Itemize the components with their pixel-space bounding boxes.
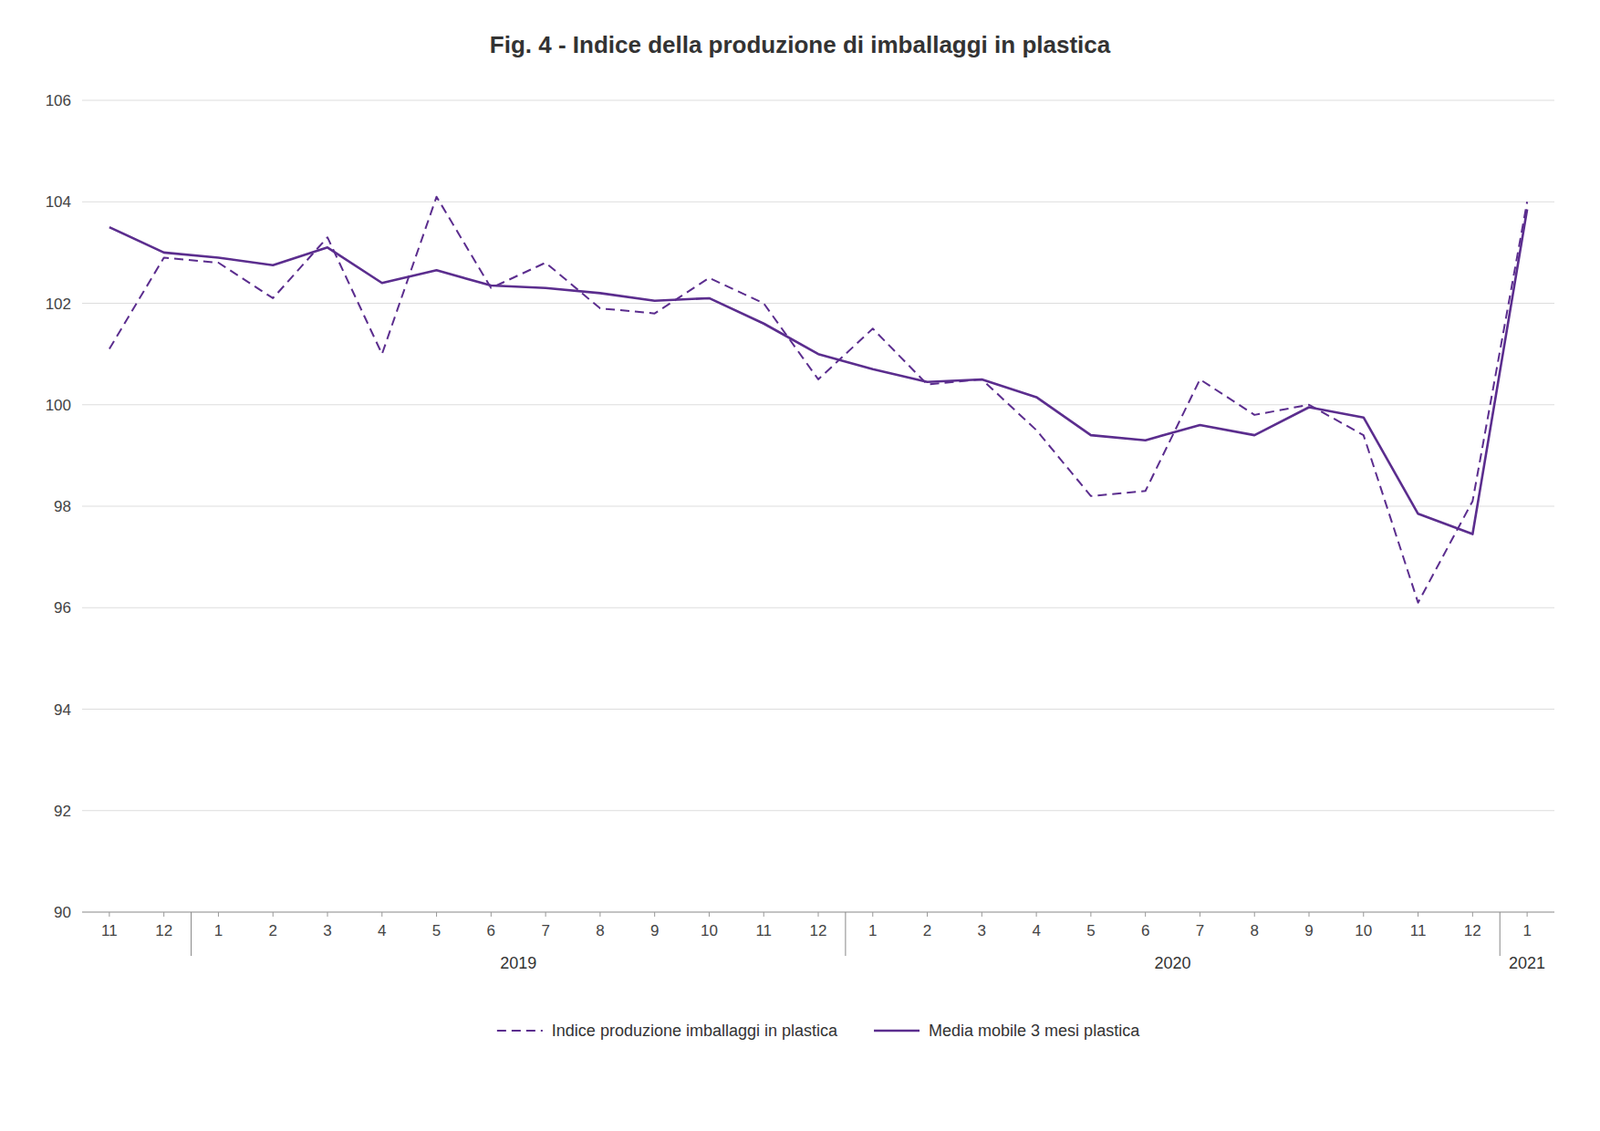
- grid-line: [82, 708, 1555, 710]
- legend-label: Indice produzione imballaggi in plastica: [551, 1021, 839, 1040]
- x-tick-label: 5: [1086, 922, 1095, 940]
- grid-line: [82, 607, 1555, 609]
- x-tick-label: 8: [1249, 922, 1258, 940]
- x-tick: [108, 912, 110, 917]
- legend: Indice produzione imballaggi in plastica…: [497, 1021, 1141, 1040]
- x-tick-label: 10: [1354, 922, 1372, 940]
- legend-item: Media mobile 3 mesi plastica: [873, 1021, 1141, 1040]
- x-tick-label: 1: [214, 922, 223, 940]
- y-tick-label: 104: [45, 193, 72, 211]
- year-label: 2019: [499, 954, 537, 973]
- x-tick: [272, 912, 274, 917]
- x-tick-label: 12: [810, 922, 828, 940]
- x-tick: [1090, 912, 1091, 917]
- x-tick-label: 6: [487, 922, 496, 940]
- grid-line: [82, 404, 1555, 406]
- y-tick-label: 106: [45, 92, 72, 110]
- year-label: 2020: [1154, 954, 1192, 973]
- x-tick-label: 12: [1464, 922, 1482, 940]
- x-tick-label: 3: [322, 922, 332, 940]
- x-tick: [1199, 912, 1201, 917]
- grid-line: [82, 302, 1555, 304]
- y-tick-label: 90: [53, 903, 72, 922]
- y-tick-label: 100: [45, 396, 72, 415]
- legend-swatch: [873, 1029, 920, 1033]
- legend-swatch: [497, 1029, 543, 1032]
- x-tick: [163, 912, 165, 917]
- y-grid: 90 92 94 96 98 100 102 104 106: [45, 92, 1555, 922]
- x-tick: [599, 912, 601, 917]
- x-tick: [763, 912, 765, 917]
- x-tick-label: 7: [1195, 922, 1205, 940]
- x-tick: [1527, 912, 1528, 917]
- x-tick: [872, 912, 873, 917]
- x-tick-label: 7: [540, 922, 550, 940]
- legend-label: Media mobile 3 mesi plastica: [928, 1021, 1141, 1040]
- x-tick: [1254, 912, 1256, 917]
- x-tick-label: 10: [700, 922, 718, 940]
- series-line: [109, 197, 1528, 603]
- grid-line: [82, 810, 1555, 811]
- y-tick-label: 96: [53, 599, 72, 617]
- x-tick-label: 1: [868, 922, 877, 940]
- x-tick: [218, 912, 219, 917]
- x-tick-label: 4: [377, 922, 386, 940]
- y-tick-label: 98: [53, 498, 72, 516]
- year-separator: [190, 912, 192, 956]
- x-tick: [327, 912, 329, 917]
- x-tick: [926, 912, 928, 917]
- plot-area: [109, 197, 1528, 603]
- x-tick-label: 11: [1410, 922, 1427, 940]
- x-tick-label: 9: [650, 922, 659, 940]
- title: Fig. 4 - Indice della produzione di imba…: [489, 31, 1112, 59]
- grid-line: [82, 100, 1555, 102]
- x-tick-label: 12: [155, 922, 173, 940]
- x-tick-label: 1: [1522, 922, 1531, 940]
- x-tick-label: 11: [755, 922, 772, 940]
- series-line: [109, 209, 1528, 535]
- x-tick-label: 9: [1304, 922, 1313, 940]
- x-tick-label: 6: [1141, 922, 1150, 940]
- year-separator: [844, 912, 846, 956]
- grid-line: [82, 201, 1555, 203]
- x-tick-label: 2: [923, 922, 932, 940]
- x-tick-label: 3: [977, 922, 987, 940]
- x-tick: [490, 912, 492, 917]
- x-tick: [1417, 912, 1419, 917]
- x-tick: [381, 912, 383, 917]
- x-tick: [545, 912, 547, 917]
- x-tick-label: 5: [432, 922, 441, 940]
- x-tick-label: 2: [268, 922, 277, 940]
- x-tick: [1472, 912, 1474, 917]
- x-tick: [981, 912, 983, 917]
- x-tick: [1036, 912, 1038, 917]
- y-tick-label: 102: [45, 295, 72, 313]
- x-tick: [1309, 912, 1310, 917]
- x-tick-label: 4: [1031, 922, 1040, 940]
- year-separator: [1499, 912, 1501, 956]
- legend-item: Indice produzione imballaggi in plastica: [497, 1021, 839, 1040]
- x-tick: [708, 912, 710, 917]
- chart: Fig. 4 - Indice della produzione di imba…: [0, 0, 1600, 1131]
- y-tick-label: 94: [53, 701, 72, 719]
- grid-line: [82, 506, 1555, 508]
- x-tick: [1144, 912, 1146, 917]
- x-tick: [818, 912, 820, 917]
- x-tick: [436, 912, 437, 917]
- x-tick-label: 11: [101, 922, 118, 940]
- x-tick: [1362, 912, 1364, 917]
- year-label: 2021: [1508, 954, 1546, 973]
- x-axis-ticks: 11121234567891011121234567891011121: [101, 912, 1532, 940]
- y-tick-label: 92: [53, 802, 72, 821]
- x-tick-label: 8: [595, 922, 604, 940]
- x-tick: [654, 912, 655, 917]
